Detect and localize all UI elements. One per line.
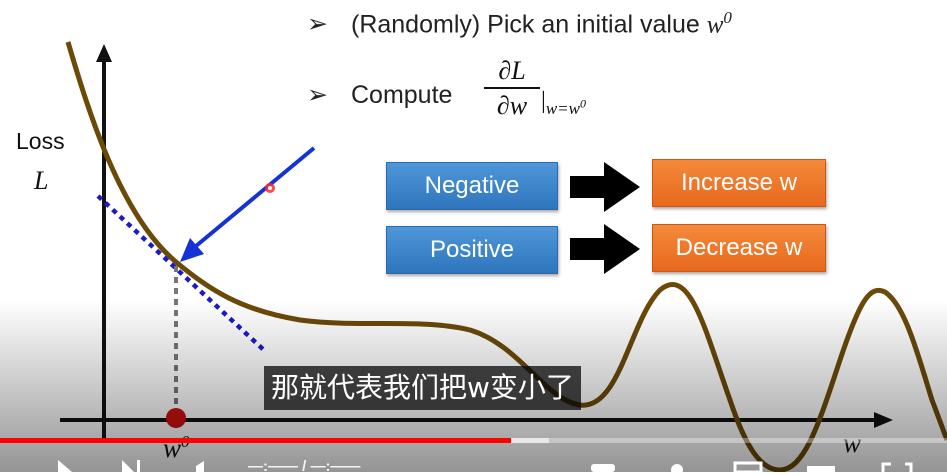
theater-icon[interactable] <box>807 466 835 472</box>
pointer-arrow-shaft <box>194 146 316 248</box>
derivative-fraction: ∂L ∂w <box>484 56 540 121</box>
decrease-w-box: Decrease w <box>652 224 826 272</box>
step-compute-label: Compute <box>351 81 453 109</box>
step-pick-initial: ➢ (Randomly) Pick an initial value w0 <box>307 8 732 39</box>
loss-curve <box>65 41 947 472</box>
initial-point <box>166 408 186 428</box>
evaluation-bar: |w=w0 <box>541 88 586 118</box>
tangent-line <box>96 194 268 354</box>
next-bar-icon <box>137 460 140 472</box>
volume-icon[interactable] <box>196 461 204 472</box>
play-icon[interactable] <box>58 460 72 472</box>
player-controls-left <box>58 460 204 472</box>
x-axis-variable: w <box>843 428 862 458</box>
progress-bar[interactable] <box>0 438 947 443</box>
derivative-numerator: ∂L <box>484 56 540 89</box>
increase-w-box: Increase w <box>652 159 826 207</box>
w-symbol: w <box>706 11 724 39</box>
derivative-denominator: ∂w <box>496 91 528 120</box>
bullet-arrow-icon: ➢ <box>307 81 328 109</box>
step-compute: ➢ Compute <box>307 80 452 110</box>
negative-box: Negative <box>386 162 558 210</box>
player-controls-right <box>591 461 913 472</box>
positive-box: Positive <box>386 226 558 274</box>
subtitles-icon[interactable] <box>591 464 615 472</box>
negative-to-increase-arrow <box>570 162 640 212</box>
y-axis-title: Loss <box>16 128 65 154</box>
step-pick-text: (Randomly) Pick an initial value <box>351 10 707 39</box>
fullscreen-icon[interactable] <box>881 462 913 472</box>
pointer-arrow-head <box>180 238 204 262</box>
bullet-arrow-icon: ➢ <box>307 10 328 39</box>
eval-subscript: w=w0 <box>545 96 586 118</box>
positive-to-decrease-arrow <box>570 224 640 274</box>
next-icon[interactable] <box>122 460 134 472</box>
time-display: —:—— / —:—— <box>248 458 361 475</box>
y-axis-variable: L <box>34 166 49 195</box>
settings-gear-icon[interactable] <box>671 464 683 472</box>
x-axis-arrowhead <box>874 412 893 428</box>
progress-played <box>0 438 512 443</box>
w-superscript: 0 <box>723 8 732 27</box>
y-axis-arrowhead <box>96 44 112 62</box>
subtitle-caption: 那就代表我们把w变小了 <box>264 366 581 410</box>
miniplayer-icon[interactable] <box>733 461 763 472</box>
